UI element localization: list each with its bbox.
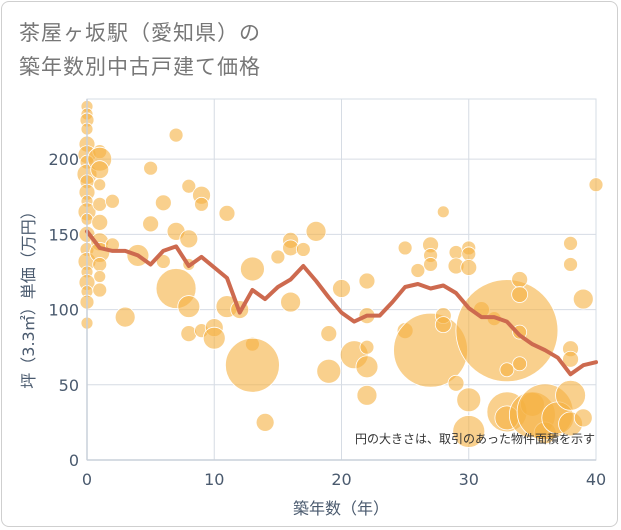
- bubble-point: [90, 160, 110, 180]
- bubble-point: [455, 279, 559, 383]
- bubble-point: [436, 205, 450, 219]
- trend-line-layer: [85, 229, 598, 377]
- bubble-point: [194, 196, 209, 212]
- bubble-point: [448, 245, 464, 260]
- bubble-point: [460, 259, 478, 276]
- y-tick-label: 150: [48, 225, 79, 244]
- x-axis-label: 築年数（年）: [293, 499, 389, 518]
- chart-title-line-2: 築年数別中古戸建て価格: [19, 55, 261, 79]
- bubble-point: [225, 337, 280, 393]
- average-price-line: [85, 229, 598, 377]
- bubble-point: [563, 257, 578, 272]
- axis-layer: 0 50 100 150 200 0 10 20 30 40: [48, 99, 606, 489]
- bubble-point: [563, 235, 578, 251]
- bubble-point: [562, 350, 579, 368]
- y-tick-label: 200: [48, 150, 79, 169]
- bubble-point: [177, 295, 201, 318]
- bubble-point: [499, 362, 515, 378]
- bubble-point: [93, 270, 107, 283]
- x-tick-label: 20: [331, 470, 351, 489]
- bubble-point: [92, 282, 108, 298]
- bubble-point: [92, 196, 108, 212]
- y-axis-label: 坪（3.3㎡）単価（万円）: [19, 203, 38, 388]
- bubble-point: [332, 279, 351, 298]
- y-tick-label: 50: [59, 376, 79, 395]
- bubble-point: [92, 257, 108, 272]
- bubble-point: [218, 204, 236, 222]
- bubble-point: [512, 356, 528, 372]
- bubble-point: [588, 177, 604, 193]
- bubble-point: [142, 215, 160, 233]
- bubble-point: [202, 326, 226, 350]
- bubble-point: [179, 229, 199, 249]
- bubble-point: [573, 408, 593, 428]
- bubble-point: [155, 254, 171, 269]
- bubble-point: [168, 127, 184, 143]
- bubble-point: [397, 240, 413, 256]
- bubble-point: [555, 379, 586, 411]
- bubble-point: [511, 271, 529, 288]
- bubble-point: [114, 306, 136, 328]
- bubble-point: [93, 178, 107, 192]
- bubble-size-note: 円の大きさは、取引のあった物件面積を示す: [355, 431, 595, 446]
- bubble-point: [255, 412, 275, 432]
- bubble-point: [240, 256, 265, 282]
- bubble-point: [434, 316, 452, 334]
- bubble-point: [447, 374, 465, 392]
- bubble-point: [356, 384, 378, 406]
- x-tick-label: 10: [204, 470, 224, 489]
- bubble-point: [105, 193, 120, 209]
- x-tick-label: 0: [82, 470, 92, 489]
- bubble-point: [280, 291, 302, 313]
- bubble-point: [270, 249, 286, 265]
- bubble-point: [295, 242, 311, 257]
- bubble-point: [355, 355, 379, 379]
- bubble-point: [154, 194, 172, 212]
- bubble-point: [423, 257, 438, 272]
- chart-title: 茶屋ヶ坂駅（愛知県）の 築年数別中古戸建て価格: [19, 16, 261, 84]
- bubble-point: [456, 387, 482, 413]
- bubble-point: [305, 220, 327, 242]
- x-tick-label: 40: [586, 470, 606, 489]
- bubble-point: [452, 415, 486, 448]
- bubble-point: [359, 339, 375, 355]
- bubble-point: [461, 246, 477, 262]
- bubble-point: [572, 288, 594, 310]
- y-tick-label: 0: [69, 451, 79, 470]
- bubble-point: [358, 272, 376, 290]
- x-tick-label: 30: [459, 470, 479, 489]
- bubble-layer: [76, 100, 604, 448]
- bubble-point: [316, 358, 342, 384]
- bubble-point: [320, 325, 338, 343]
- y-tick-label: 100: [48, 301, 79, 320]
- bubble-point: [410, 263, 426, 278]
- bubble-point: [180, 325, 198, 343]
- bubble-point: [511, 286, 529, 303]
- bubble-point: [91, 213, 109, 231]
- chart-title-line-1: 茶屋ヶ坂駅（愛知県）の: [19, 21, 261, 45]
- bubble-point: [181, 178, 197, 194]
- bubble-point: [143, 160, 159, 176]
